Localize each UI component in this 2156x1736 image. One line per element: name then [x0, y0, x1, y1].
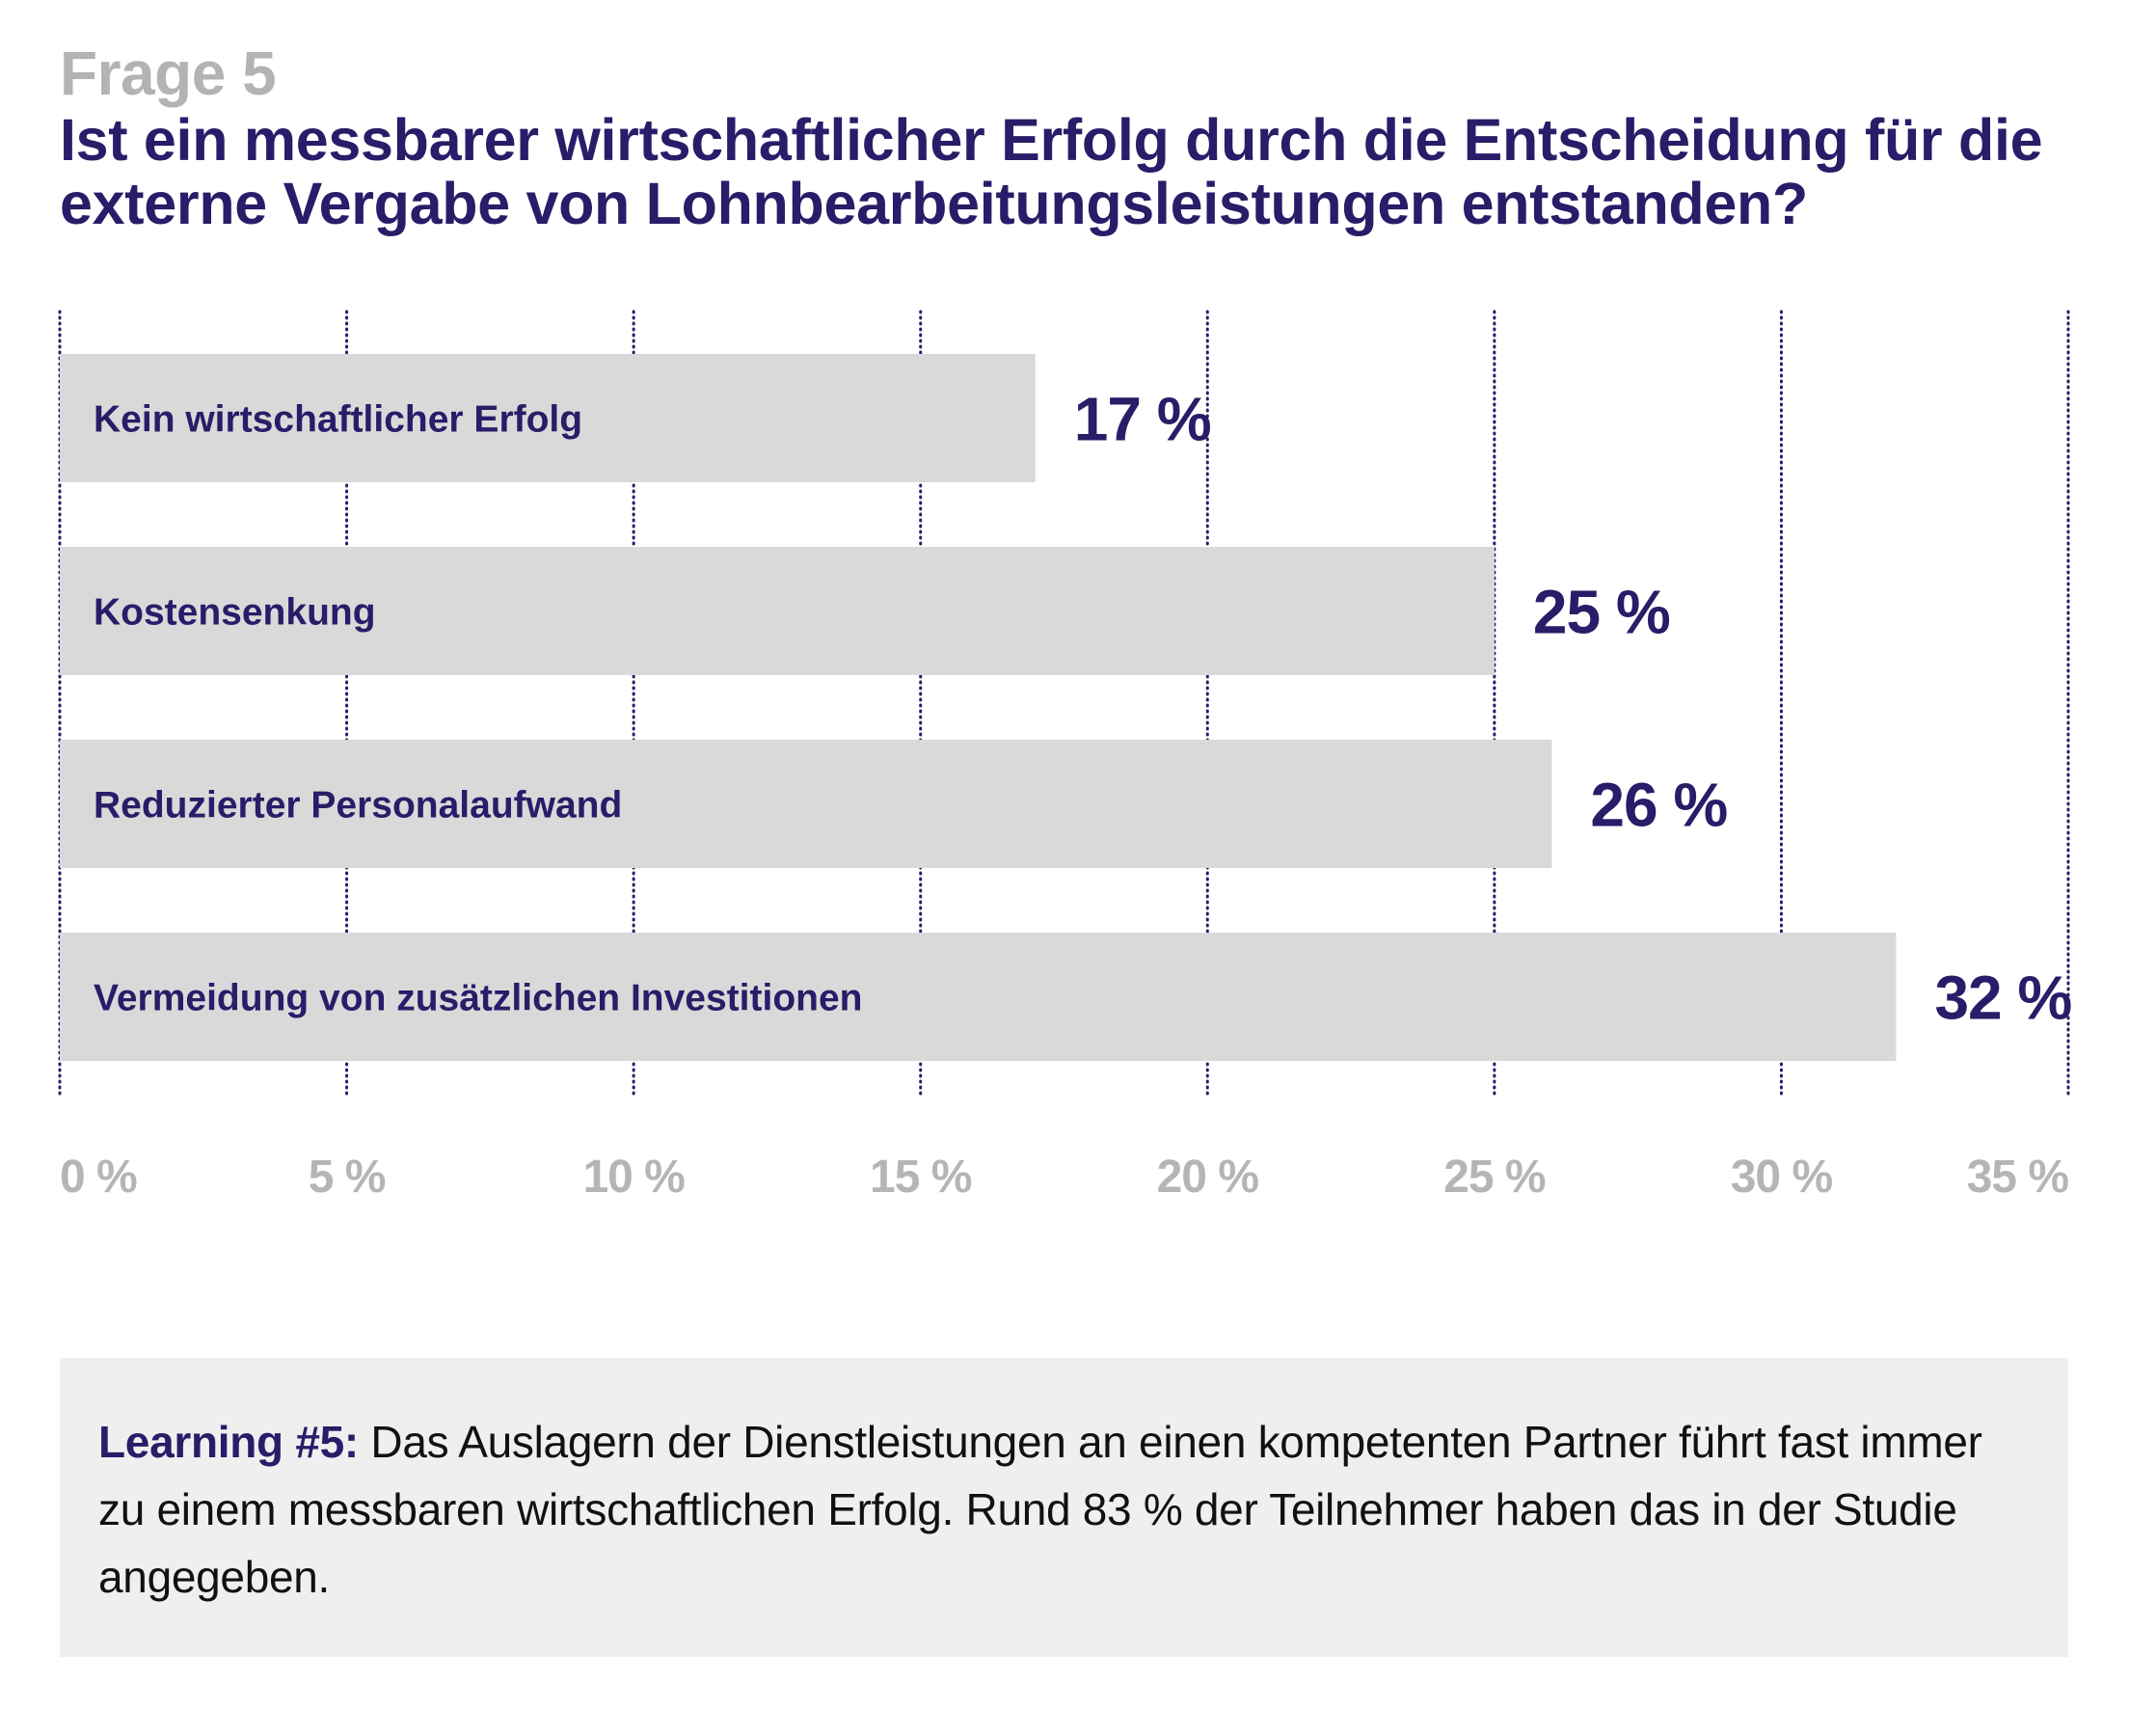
learning-body: Das Auslagern der Dienstleistungen an ei…: [98, 1417, 1982, 1602]
x-axis-ticks: 0 % 5 % 10 % 15 % 20 % 25 % 30 % 35 %: [60, 1152, 2069, 1203]
x-tick-label: 10 %: [582, 1152, 685, 1203]
bar-category-label: Vermeidung von zusätzlichen Investitione…: [94, 978, 862, 1019]
bar-0: [60, 354, 1036, 482]
x-tick-label: 20 %: [1157, 1152, 1259, 1203]
x-tick-label: 5 %: [309, 1152, 386, 1203]
learning-box: Learning #5: Das Auslagern der Dienstlei…: [60, 1358, 2068, 1657]
bars: Kein wirtschaftlicher Erfolg 17 % Kostense…: [60, 354, 2072, 1061]
bar-value-label: 17 %: [1074, 385, 1211, 454]
bar-category-label: Kein wirtschaftlicher Erfolg: [94, 399, 582, 441]
bar-value-label: 26 %: [1590, 771, 1727, 840]
x-tick-label: 0 %: [60, 1152, 137, 1203]
x-tick-label: 30 %: [1731, 1152, 1833, 1203]
x-tick-label: 25 %: [1443, 1152, 1546, 1203]
bar-category-label: Reduzierter Personalaufwand: [94, 785, 622, 827]
learning-lead: Learning #5:: [98, 1417, 359, 1467]
bar-1: [60, 547, 1495, 675]
x-tick-label: 35 %: [1967, 1152, 2069, 1203]
bar-chart: Kein wirtschaftlicher Erfolg 17 % Kostense…: [58, 310, 2072, 1203]
learning-text: Learning #5: Das Auslagern der Dienstlei…: [98, 1408, 2030, 1611]
bar-value-label: 32 %: [1934, 963, 2071, 1033]
x-tick-label: 15 %: [870, 1152, 972, 1203]
chart-title: Ist ein messbarer wirtschaftlicher Erfol…: [60, 107, 2043, 236]
bar-3: [60, 933, 1897, 1061]
question-number: Frage 5: [60, 39, 277, 108]
bar-value-label: 25 %: [1533, 578, 1670, 647]
bar-2: [60, 740, 1552, 868]
bar-category-label: Kostensenkung: [94, 592, 376, 634]
